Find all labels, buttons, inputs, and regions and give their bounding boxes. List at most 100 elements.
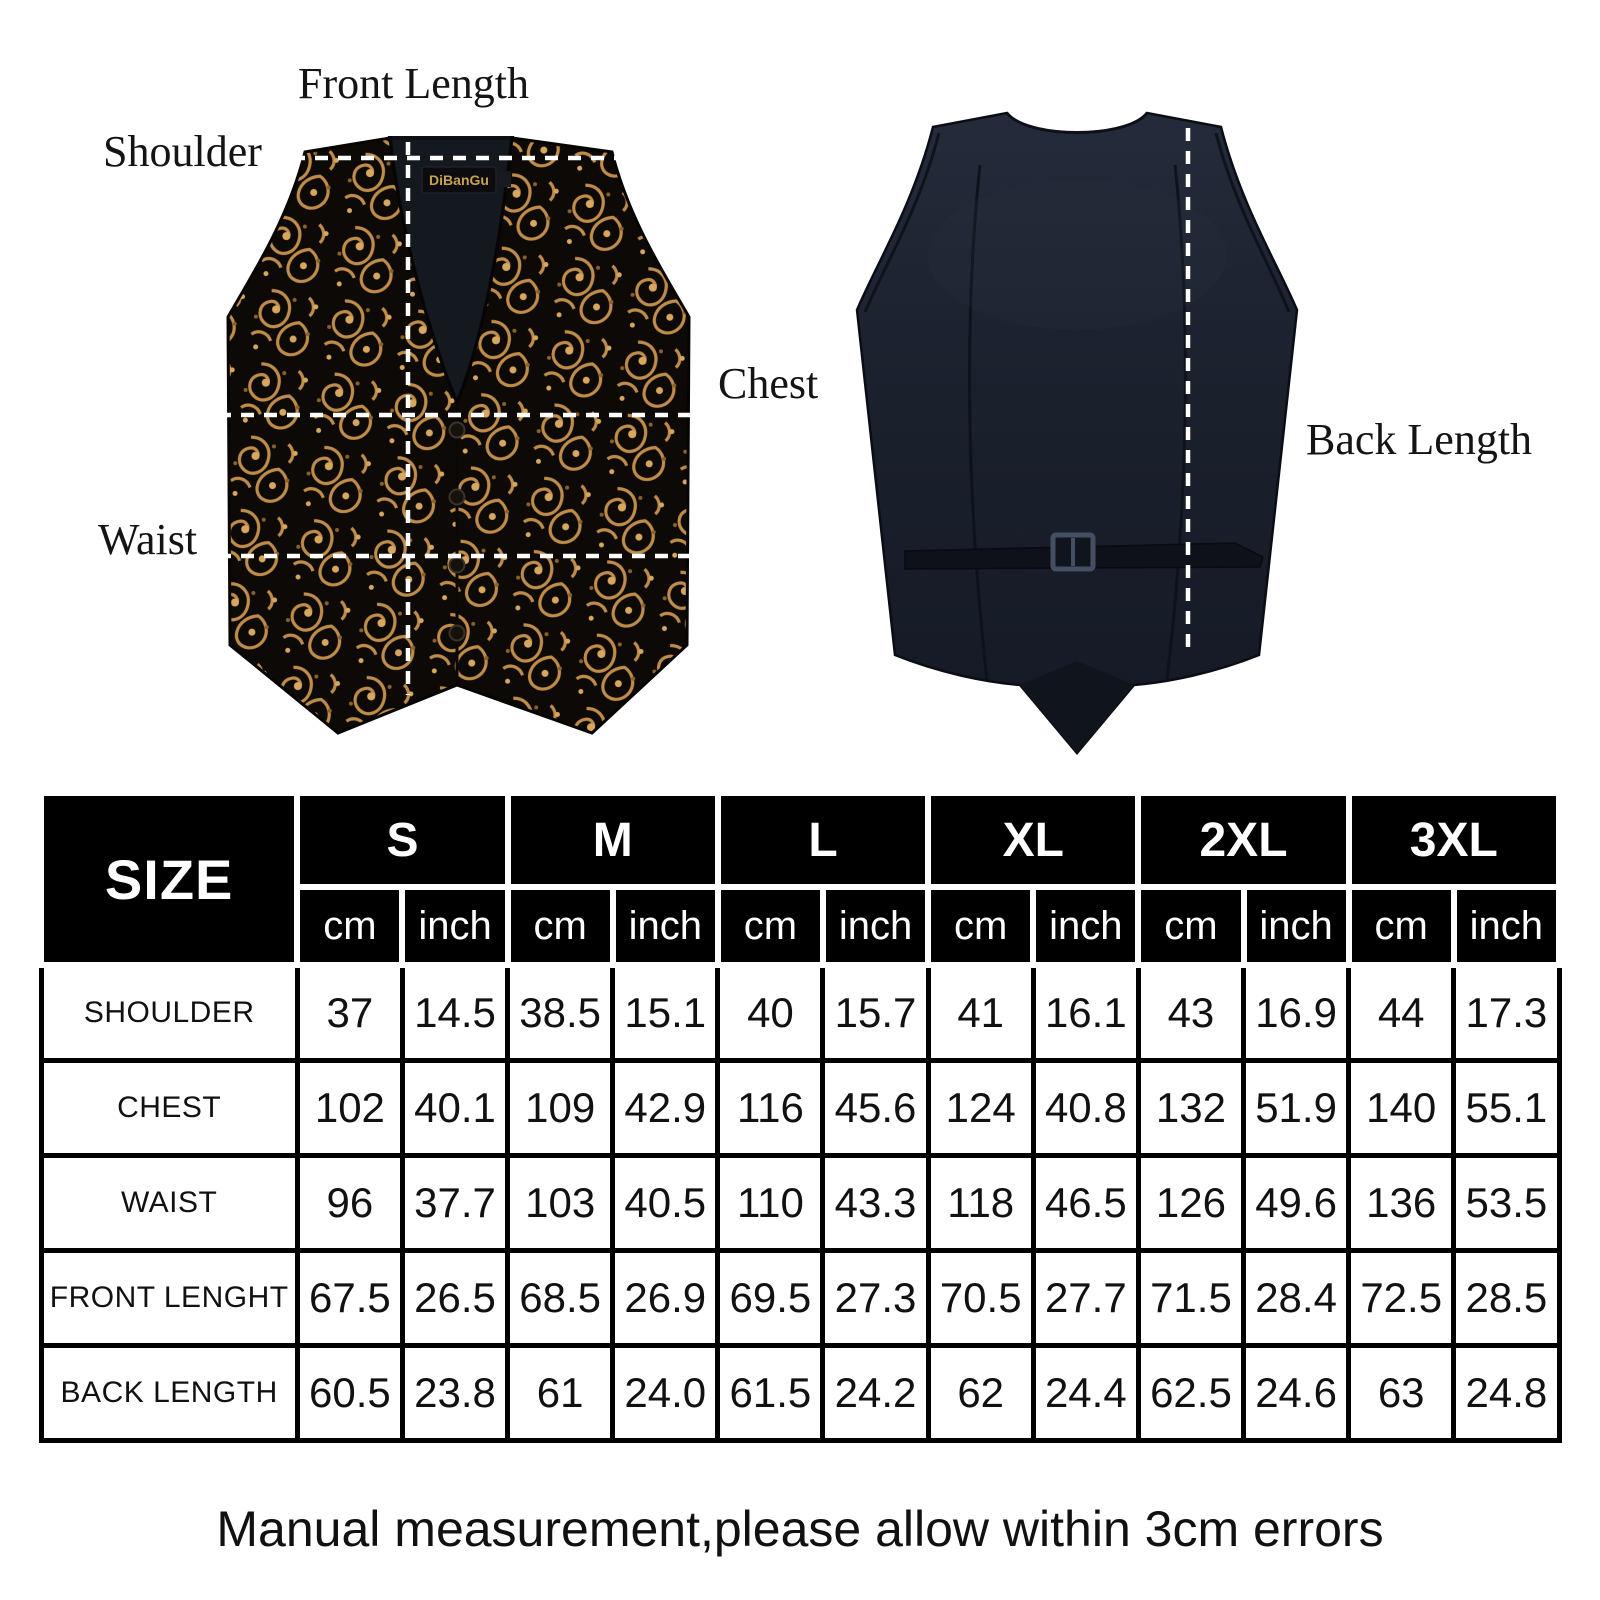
- size-value-cell: 38.5: [505, 962, 616, 1063]
- vest-buttons: [448, 421, 466, 642]
- size-value-cell: 40.5: [610, 1152, 721, 1253]
- measurement-lines: [218, 128, 1191, 695]
- size-value-cell: 26.5: [399, 1247, 511, 1348]
- size-value-cell: 14.5: [399, 962, 511, 1063]
- table-row: WAIST 96 37.7 103 40.5 110 43.3 118 46.5 126 49.6 1…: [38, 1152, 1562, 1253]
- label-waist: Waist: [98, 515, 198, 564]
- size-value-cell: 96: [294, 1152, 405, 1253]
- brand-tag-text: DiBanGu: [429, 172, 489, 188]
- unit-header-inch: inch: [1450, 884, 1563, 968]
- size-value-cell: 102: [294, 1057, 405, 1158]
- size-value-cell: 43: [1135, 962, 1247, 1063]
- size-value-cell: 16.1: [1030, 962, 1141, 1063]
- size-value-cell: 72.5: [1346, 1247, 1457, 1348]
- size-table-section: SIZE S M L XL 2XL 3XL cm inch cm inch cm inch cm inch c…: [37, 790, 1563, 1443]
- size-value-cell: 27.7: [1030, 1247, 1141, 1348]
- size-value-cell: 118: [925, 1152, 1036, 1253]
- unit-header-cm: cm: [925, 884, 1037, 968]
- size-column-header-xl: XL: [925, 790, 1142, 890]
- size-value-cell: 41: [925, 962, 1036, 1063]
- fabric-sheen: [927, 180, 1227, 330]
- table-row: CHEST 102 40.1 109 42.9 116 45.6 124 40.8 132 51.9…: [38, 1057, 1562, 1158]
- size-table: SIZE S M L XL 2XL 3XL cm inch cm inch cm inch cm inch c…: [37, 790, 1563, 1443]
- measurement-row-label: CHEST: [38, 1057, 300, 1158]
- size-value-cell: 49.6: [1240, 1152, 1352, 1253]
- table-row: BACK LENGTH 60.5 23.8 61 24.0 61.5 24.2 62 24.4 6…: [38, 1342, 1562, 1443]
- vest-back-seams: [863, 111, 1291, 681]
- size-value-cell: 63: [1346, 1342, 1457, 1443]
- unit-header-cm: cm: [504, 884, 616, 968]
- table-row: FRONT LENGHT 67.5 26.5 68.5 26.9 69.5 27.3 70.5…: [38, 1247, 1562, 1348]
- size-value-cell: 27.3: [820, 1247, 931, 1348]
- measurement-note: Manual measurement,please allow within 3…: [216, 1501, 1384, 1557]
- vest-measurement-diagram: DiBanGu: [0, 0, 1600, 788]
- size-value-cell: 51.9: [1240, 1057, 1352, 1158]
- size-value-cell: 55.1: [1451, 1057, 1562, 1158]
- size-value-cell: 46.5: [1030, 1152, 1141, 1253]
- size-value-cell: 136: [1346, 1152, 1457, 1253]
- size-value-cell: 40: [715, 962, 826, 1063]
- back-adjuster-strap: [904, 532, 1264, 572]
- size-value-cell: 24.6: [1240, 1342, 1352, 1443]
- size-value-cell: 109: [505, 1057, 616, 1158]
- unit-header-cm: cm: [714, 884, 826, 968]
- size-value-cell: 43.3: [820, 1152, 931, 1253]
- unit-header-inch: inch: [819, 884, 932, 968]
- size-column-header-3xl: 3XL: [1345, 790, 1563, 890]
- measurement-row-label: BACK LENGTH: [38, 1342, 300, 1443]
- size-value-cell: 24.8: [1451, 1342, 1562, 1443]
- label-shoulder: Shoulder: [103, 127, 262, 176]
- size-column-header-m: M: [504, 790, 721, 890]
- size-value-cell: 68.5: [505, 1247, 616, 1348]
- size-value-cell: 40.8: [1030, 1057, 1141, 1158]
- size-value-cell: 61.5: [715, 1342, 826, 1443]
- size-value-cell: 71.5: [1135, 1247, 1247, 1348]
- size-value-cell: 110: [715, 1152, 826, 1253]
- measurement-row-label: WAIST: [38, 1152, 300, 1253]
- size-value-cell: 126: [1135, 1152, 1247, 1253]
- size-value-cell: 124: [925, 1057, 1036, 1158]
- unit-header-cm: cm: [1135, 884, 1247, 968]
- size-value-cell: 37.7: [399, 1152, 511, 1253]
- size-value-cell: 37: [294, 962, 405, 1063]
- vest-back-hem-point: [1020, 661, 1134, 753]
- size-value-cell: 28.4: [1240, 1247, 1352, 1348]
- size-value-cell: 67.5: [294, 1247, 405, 1348]
- size-value-cell: 28.5: [1451, 1247, 1562, 1348]
- unit-header-inch: inch: [399, 884, 511, 968]
- size-value-cell: 60.5: [294, 1342, 405, 1443]
- size-value-cell: 62.5: [1135, 1342, 1247, 1443]
- size-value-cell: 44: [1346, 962, 1457, 1063]
- size-value-cell: 40.1: [399, 1057, 511, 1158]
- table-row: SHOULDER 37 14.5 38.5 15.1 40 15.7 41 16.1 43 16.9…: [38, 962, 1562, 1063]
- size-value-cell: 61: [505, 1342, 616, 1443]
- size-value-cell: 103: [505, 1152, 616, 1253]
- size-corner-header: SIZE: [37, 790, 301, 968]
- size-value-cell: 132: [1135, 1057, 1247, 1158]
- size-value-cell: 116: [715, 1057, 826, 1158]
- size-value-cell: 62: [925, 1342, 1036, 1443]
- unit-header-inch: inch: [609, 884, 721, 968]
- size-value-cell: 15.1: [610, 962, 721, 1063]
- size-value-cell: 69.5: [715, 1247, 826, 1348]
- size-value-cell: 17.3: [1451, 962, 1562, 1063]
- unit-header-inch: inch: [1240, 884, 1352, 968]
- unit-header-cm: cm: [1345, 884, 1457, 968]
- label-front-length: Front Length: [298, 59, 529, 108]
- brand-tag: DiBanGu: [421, 166, 511, 194]
- size-column-header-s: S: [294, 790, 511, 890]
- unit-header-cm: cm: [294, 884, 406, 968]
- size-value-cell: 23.8: [399, 1342, 511, 1443]
- size-value-cell: 53.5: [1451, 1152, 1562, 1253]
- size-value-cell: 24.0: [610, 1342, 721, 1443]
- unit-header-inch: inch: [1030, 884, 1142, 968]
- size-value-cell: 24.2: [820, 1342, 931, 1443]
- size-value-cell: 15.7: [820, 962, 931, 1063]
- size-value-cell: 140: [1346, 1057, 1457, 1158]
- size-value-cell: 16.9: [1240, 962, 1352, 1063]
- size-column-header-2xl: 2XL: [1135, 790, 1352, 890]
- label-back-length: Back Length: [1306, 415, 1533, 464]
- size-column-header-l: L: [714, 790, 932, 890]
- measurement-row-label: SHOULDER: [38, 962, 300, 1063]
